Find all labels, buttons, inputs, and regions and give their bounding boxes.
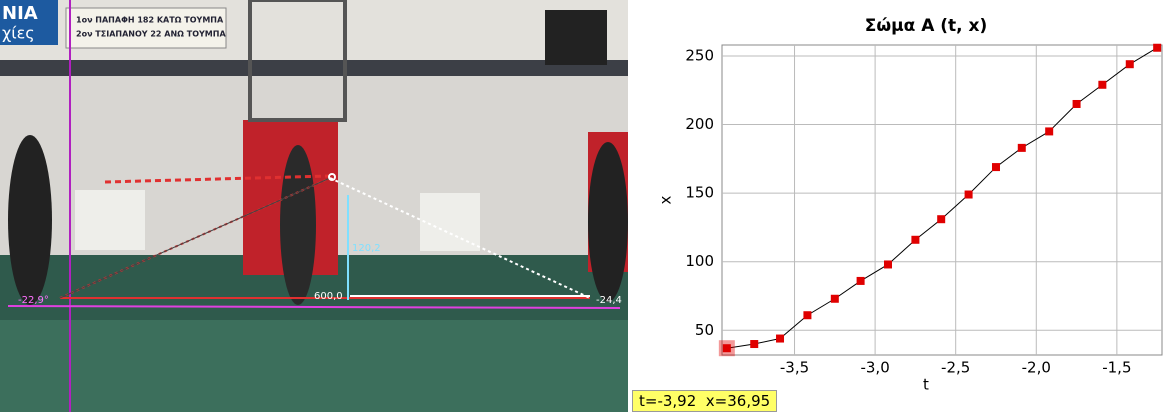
x-tick-label: -2,0 xyxy=(1022,359,1051,377)
x-tick-label: -3,0 xyxy=(860,359,889,377)
y-axis-label: x xyxy=(657,195,675,204)
plot-area xyxy=(722,45,1162,355)
data-point xyxy=(911,236,919,244)
data-point xyxy=(776,335,784,343)
data-point xyxy=(1018,144,1026,152)
x-tick-label: -3,5 xyxy=(780,359,809,377)
data-point xyxy=(1045,127,1053,135)
tracker-window: ΝΙΑ χίες 1ον ΠΑΠΑΦΗ 182 ΚΑΤΩ ΤΟΥΜΠΑ 2ον … xyxy=(0,0,1166,412)
data-point xyxy=(937,215,945,223)
measure-label: 600,0 xyxy=(314,291,343,302)
data-point xyxy=(1153,44,1161,52)
y-tick-label: 200 xyxy=(685,115,714,133)
y-tick-label: 50 xyxy=(695,321,714,339)
y-tick-label: 250 xyxy=(685,46,714,64)
chart: Σώμα A (t, x) t x 50 100 150 200 250 -3,5 -3,0… xyxy=(636,0,1166,412)
data-point xyxy=(723,344,731,352)
x-tick-label: -2,5 xyxy=(941,359,970,377)
data-point xyxy=(884,260,892,268)
data-point xyxy=(831,295,839,303)
banner-text: 2ον ΤΣΙΑΠΑΝΟΥ 22 ΑΝΩ ΤΟΥΜΠΑ xyxy=(76,30,226,39)
data-point xyxy=(1098,81,1106,89)
data-point xyxy=(1126,60,1134,68)
banner-text: χίες xyxy=(2,24,35,43)
x-axis-label: t xyxy=(923,376,929,394)
data-point xyxy=(750,340,758,348)
measure-label: 120,2 xyxy=(352,243,381,254)
banner-text: ΝΙΑ xyxy=(2,3,38,24)
data-point xyxy=(992,163,1000,171)
video-frame: ΝΙΑ χίες 1ον ΠΑΠΑΦΗ 182 ΚΑΤΩ ΤΟΥΜΠΑ 2ον … xyxy=(0,0,628,412)
chart-title: Σώμα A (t, x) xyxy=(865,16,988,36)
data-point xyxy=(803,311,811,319)
data-point xyxy=(965,191,973,199)
angle-label: -22,9° xyxy=(18,295,49,306)
x-tick-label: -1,5 xyxy=(1102,359,1131,377)
readout: t=-3,92 x=36,95 xyxy=(632,390,777,412)
angle-label: -24,4 xyxy=(596,295,622,306)
y-tick-label: 100 xyxy=(685,252,714,270)
data-point xyxy=(1073,100,1081,108)
y-tick-label: 150 xyxy=(685,184,714,202)
data-point xyxy=(857,277,865,285)
banner-text: 1ον ΠΑΠΑΦΗ 182 ΚΑΤΩ ΤΟΥΜΠΑ xyxy=(76,16,224,25)
